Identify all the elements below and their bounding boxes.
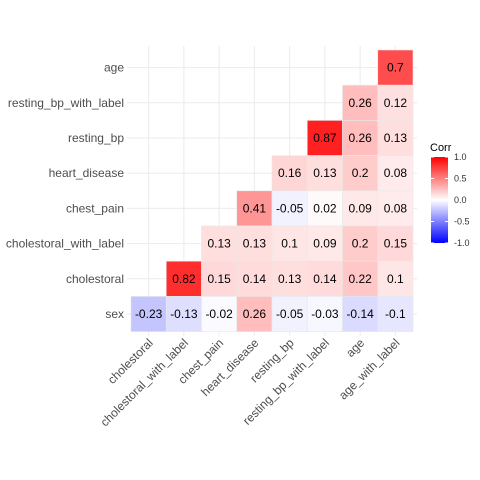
cell-value-label: -0.1 [385,307,406,321]
cell-value-label: 0.15 [384,237,408,251]
y-tick-label: resting_bp_with_label [8,96,124,110]
heatmap-cell [306,225,343,262]
cell-value-label: -0.03 [311,307,339,321]
cell-value-label: 0.22 [348,272,372,286]
y-tick-label: sex [105,307,124,321]
cell-value-label: 0.13 [313,166,337,180]
heatmap-cell [342,120,379,156]
legend-ticks: 1.0 0.5 0.0 -0.5 -1.0 [431,152,470,248]
y-tick-label: cholestoral_with_label [6,237,124,251]
cell-value-label: 0.16 [278,166,302,180]
cell-value-label: 0.41 [243,201,267,215]
legend-tick-label: -1.0 [454,238,470,248]
cell-value-label: 0.02 [313,201,337,215]
legend-tick-label: 0.5 [454,174,467,184]
heatmap-cell [236,225,273,262]
cell-value-label: -0.14 [346,307,374,321]
legend: Corr 1.0 0.5 0.0 -0.5 -1.0 [430,142,470,248]
cell-value-label: 0.08 [384,201,408,215]
y-tick-label: resting_bp [68,131,124,145]
heatmap-cell [271,225,308,262]
heatmap-cell [201,260,238,297]
cell-value-label: 0.87 [313,131,337,145]
heatmap-cell [342,155,379,192]
cell-value-label: 0.2 [352,166,369,180]
cell-value-label: 0.13 [243,237,267,251]
heatmap-cell [377,120,414,156]
heatmap-cell [377,190,414,227]
y-axis: sex cholestoral cholestoral_with_label ches… [6,61,124,321]
heatmap-cell [236,296,273,332]
cell-value-label: -0.13 [170,307,198,321]
cell-value-label: -0.02 [205,307,233,321]
cell-value-label: 0.1 [387,272,404,286]
legend-tick-label: 1.0 [454,152,467,162]
heatmap-cell [342,225,379,262]
legend-tick-label: 0.0 [454,195,467,205]
cell-value-label: 0.09 [348,201,372,215]
heatmap-cell [271,190,308,227]
legend-colorbar [431,157,448,243]
cell-value-label: 0.26 [348,96,372,110]
cell-value-label: 0.7 [387,61,404,75]
x-axis: cholestoralcholestoral_with_labelchest_p… [98,336,403,430]
heatmap-cell [342,190,379,227]
y-tick-label: chest_pain [66,201,124,215]
cell-value-label: 0.09 [313,237,337,251]
cell-value-label: 0.26 [348,131,372,145]
cell-value-label: 0.13 [207,237,231,251]
cell-value-label: 0.14 [313,272,337,286]
cell-value-label: -0.05 [276,201,304,215]
x-tick-label: age [343,336,367,360]
legend-title: Corr [430,142,452,154]
cell-value-label: 0.13 [278,272,302,286]
cell-value-label: 0.82 [172,272,196,286]
heatmap-cell [306,260,343,297]
cell-value-label: 0.2 [352,237,369,251]
cell-value-label: 0.08 [384,166,408,180]
cell-labels-layer: 0.7 0.26 0.12 0.87 0.26 0.13 0.16 0.13 0.2 0.08 0.… [135,61,407,321]
cell-value-label: 0.15 [207,272,231,286]
heatmap-cell [165,296,202,332]
y-tick-label: heart_disease [49,166,125,180]
x-tick-label: age_with_label [336,336,403,403]
heatmap-cell [271,155,308,192]
heatmap-cell [165,260,202,297]
cell-value-label: 0.13 [384,131,408,145]
heatmap-cell [377,260,414,297]
legend-tick-label: -0.5 [454,217,470,227]
heatmap-cell [377,155,414,192]
heatmap-cell [342,260,379,297]
heatmap-cell [236,190,273,227]
cell-value-label: -0.05 [276,307,304,321]
heatmap-cell [306,296,343,332]
heatmap-cell [342,296,379,332]
heatmap-cell [377,296,414,332]
heatmap-cell [306,190,343,227]
heatmap-cell [201,225,238,262]
cell-value-label: 0.1 [281,237,298,251]
cell-value-label: 0.12 [384,96,408,110]
heatmap-cell [377,225,414,262]
cell-value-label: -0.23 [135,307,163,321]
y-tick-label: cholestoral [66,272,124,286]
cell-value-label: 0.14 [243,272,267,286]
cells-layer [130,49,414,332]
y-tick-label: age [104,61,124,75]
cell-value-label: 0.26 [243,307,267,321]
